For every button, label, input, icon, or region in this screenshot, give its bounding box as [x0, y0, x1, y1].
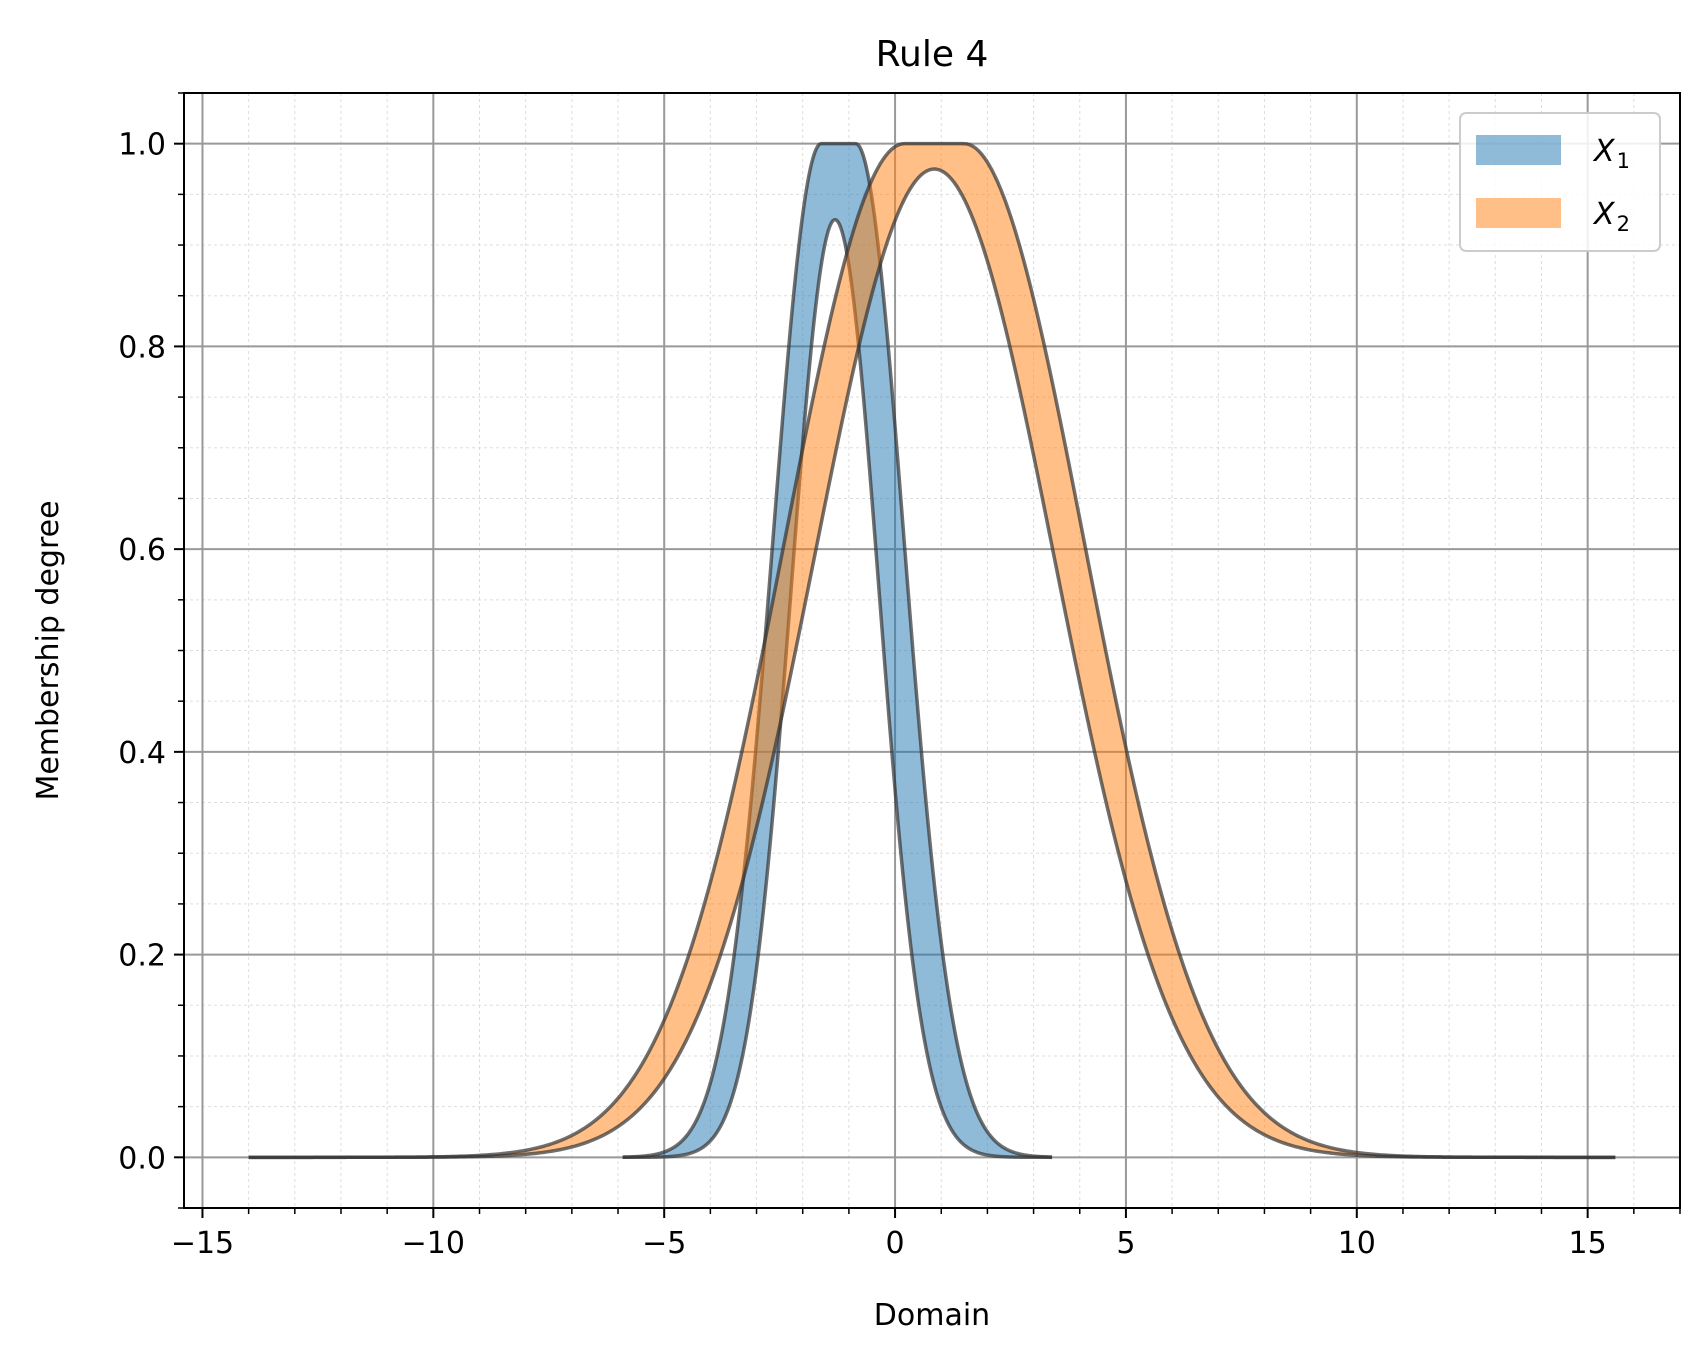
x-tick-label: −5 — [642, 1226, 686, 1261]
y-axis-label: Membership degree — [31, 500, 66, 800]
legend-swatch-x2 — [1476, 198, 1561, 228]
y-tick-label: 0.0 — [118, 1141, 166, 1176]
series-lower-x1 — [621, 217, 1053, 1160]
series-layer — [248, 141, 1616, 1160]
y-tick-label: 0.8 — [118, 330, 166, 365]
x-tick-label: 5 — [1116, 1226, 1135, 1261]
y-tick-label: 0.6 — [118, 533, 166, 568]
chart-title: Rule 4 — [876, 34, 989, 75]
x-axis-label: Domain — [874, 1298, 990, 1333]
y-tick-label: 1.0 — [118, 128, 166, 163]
x-tick-label: −15 — [171, 1226, 234, 1261]
legend-box — [1459, 112, 1661, 252]
y-tick-label: 0.4 — [118, 736, 166, 771]
x-tick-label: 0 — [886, 1226, 905, 1261]
x-tick-label: −10 — [402, 1226, 465, 1261]
legend-swatch-x1 — [1476, 135, 1561, 165]
x-tick-label: 10 — [1338, 1226, 1376, 1261]
legend-subscript: 1 — [1617, 149, 1630, 173]
y-tick-label: 0.2 — [118, 939, 166, 974]
series-upper-x1 — [621, 141, 1053, 1159]
x-tick-label: 15 — [1569, 1226, 1607, 1261]
series-lower-x2 — [248, 167, 1616, 1160]
legend-subscript: 2 — [1617, 212, 1630, 236]
ticks: −15 −10 −5 0 5 10 15 0.0 0.2 0.4 0.6 0.8 1.0 — [118, 92, 1681, 1261]
